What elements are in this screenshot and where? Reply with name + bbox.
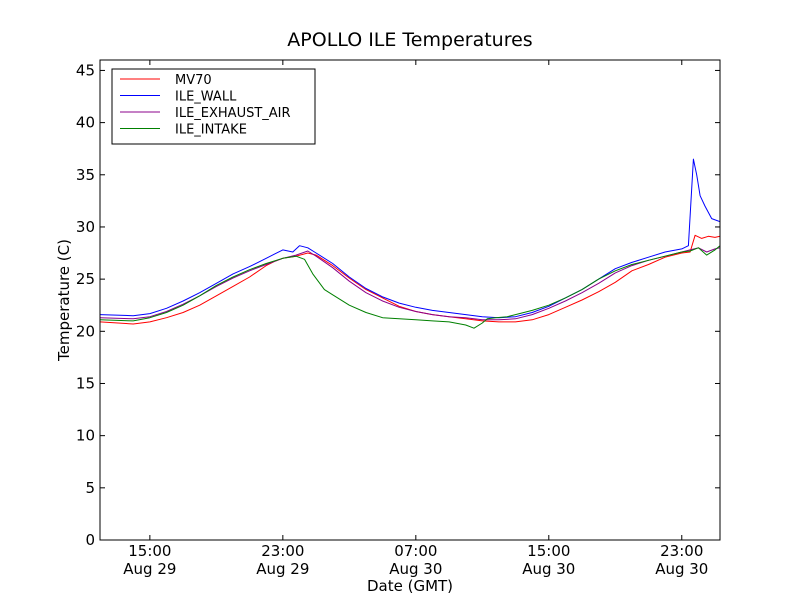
y-axis-label: Temperature (C) bbox=[55, 239, 73, 362]
x-tick-date-label: Aug 30 bbox=[655, 560, 708, 578]
x-tick-date-label: Aug 30 bbox=[522, 560, 575, 578]
legend-box bbox=[111, 68, 316, 145]
legend-label: ILE_WALL bbox=[175, 90, 237, 105]
y-tick-label: 20 bbox=[76, 322, 95, 340]
series-layer bbox=[100, 158, 720, 329]
y-tick-label: 15 bbox=[76, 374, 95, 392]
chart-title: APOLLO ILE Temperatures bbox=[287, 29, 532, 51]
series-line-ile-wall bbox=[100, 158, 720, 319]
y-tick-label: 40 bbox=[76, 114, 95, 132]
x-axis-label: Date (GMT) bbox=[367, 577, 453, 595]
x-tick-time-label: 23:00 bbox=[660, 542, 703, 560]
legend-label: MV70 bbox=[175, 73, 212, 88]
x-tick-time-label: 23:00 bbox=[261, 542, 304, 560]
legend-label: ILE_EXHAUST_AIR bbox=[175, 106, 291, 121]
y-tick-label: 30 bbox=[76, 218, 95, 236]
x-tick-date-label: Aug 29 bbox=[256, 560, 309, 578]
y-tick-label: 45 bbox=[76, 61, 95, 79]
x-tick-time-label: 15:00 bbox=[527, 542, 570, 560]
y-tick-label: 10 bbox=[76, 427, 95, 445]
y-axis: 0 5 10 15 20 25 30 35 40 45 bbox=[76, 61, 720, 549]
x-tick-time-label: 07:00 bbox=[394, 542, 437, 560]
y-tick-label: 35 bbox=[76, 166, 95, 184]
y-tick-label: 25 bbox=[76, 270, 95, 288]
y-tick-label: 0 bbox=[85, 531, 95, 549]
x-tick-date-label: Aug 29 bbox=[123, 560, 176, 578]
series-line-ile-intake bbox=[100, 245, 720, 329]
x-tick-time-label: 15:00 bbox=[128, 542, 171, 560]
y-tick-label: 5 bbox=[85, 479, 95, 497]
legend-label: ILE_INTAKE bbox=[175, 123, 247, 138]
x-tick-date-label: Aug 30 bbox=[389, 560, 442, 578]
plot-frame bbox=[99, 59, 721, 541]
